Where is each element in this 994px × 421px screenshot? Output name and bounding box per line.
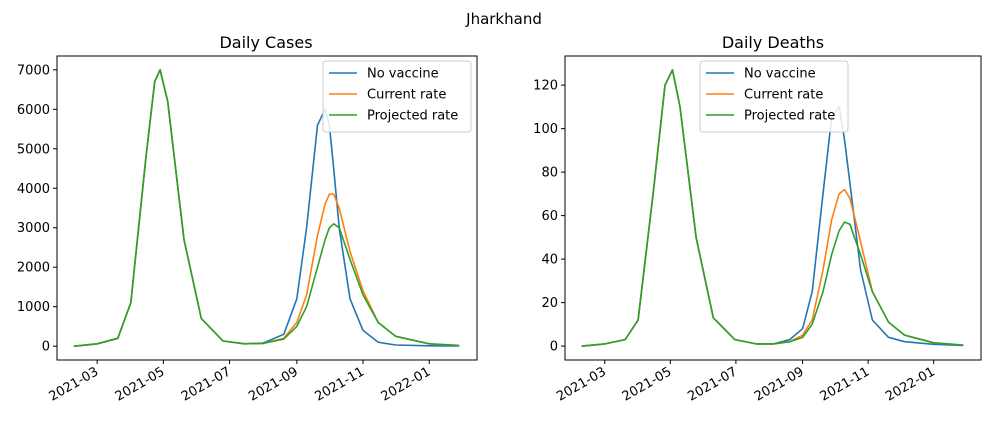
y-tick-label: 1000 <box>17 300 50 315</box>
y-tick-label: 0 <box>42 340 50 355</box>
legend: No vaccine Current rate Projected rate <box>699 60 849 133</box>
x-tick-label: 2021-11 <box>818 364 873 404</box>
axes-frame <box>564 55 982 361</box>
legend: No vaccine Current rate Projected rate <box>322 60 472 133</box>
legend-label: Current rate <box>744 88 823 103</box>
y-tick-label: 5000 <box>17 142 50 157</box>
y-tick-label: 6000 <box>17 103 50 118</box>
legend-box <box>699 60 849 133</box>
y-tick-label: 120 <box>533 79 558 94</box>
legend-label: Projected rate <box>744 109 835 124</box>
legend-label: No vaccine <box>744 67 816 82</box>
x-tick-label: 2021-05 <box>113 364 168 404</box>
y-tick-label: 3000 <box>17 221 50 236</box>
x-tick-label: 2022-01 <box>883 364 938 404</box>
legend-label: Current rate <box>367 88 446 103</box>
legend-label: No vaccine <box>367 67 439 82</box>
y-tick-label: 4000 <box>17 182 50 197</box>
series-line-2 <box>581 69 964 347</box>
y-tick-label: 60 <box>541 209 558 224</box>
y-tick-label: 80 <box>541 166 558 181</box>
x-tick-label: 2021-05 <box>620 364 675 404</box>
daily-deaths-chart: Daily Deaths 0 20 40 60 80 100 120 2021-03 2021-… <box>533 33 982 405</box>
legend-label: Projected rate <box>367 109 458 124</box>
series-line-2 <box>73 69 460 347</box>
x-tick-label: 2022-01 <box>379 364 434 404</box>
chart-title: Daily Deaths <box>722 33 824 52</box>
x-tick-label: 2021-09 <box>752 364 807 404</box>
x-tick-label: 2021-09 <box>246 364 301 404</box>
y-tick-label: 0 <box>550 340 558 355</box>
y-tick-label: 2000 <box>17 261 50 276</box>
axes-frame <box>56 55 478 361</box>
x-tick-label: 2021-07 <box>685 364 740 404</box>
y-tick-label: 100 <box>533 122 558 137</box>
y-tick-label: 40 <box>541 253 558 268</box>
daily-cases-chart: Daily Cases 0 1000 2000 3000 4000 5000 6000 700… <box>17 33 478 405</box>
x-tick-label: 2021-03 <box>47 364 102 404</box>
x-tick-label: 2021-03 <box>554 364 609 404</box>
legend-box <box>322 60 472 133</box>
y-tick-label: 7000 <box>17 63 50 78</box>
x-tick-label: 2021-11 <box>312 364 367 404</box>
chart-title: Daily Cases <box>219 33 312 52</box>
y-tick-label: 20 <box>541 296 558 311</box>
x-tick-label: 2021-07 <box>179 364 234 404</box>
figure-title: Jharkhand <box>465 10 542 28</box>
